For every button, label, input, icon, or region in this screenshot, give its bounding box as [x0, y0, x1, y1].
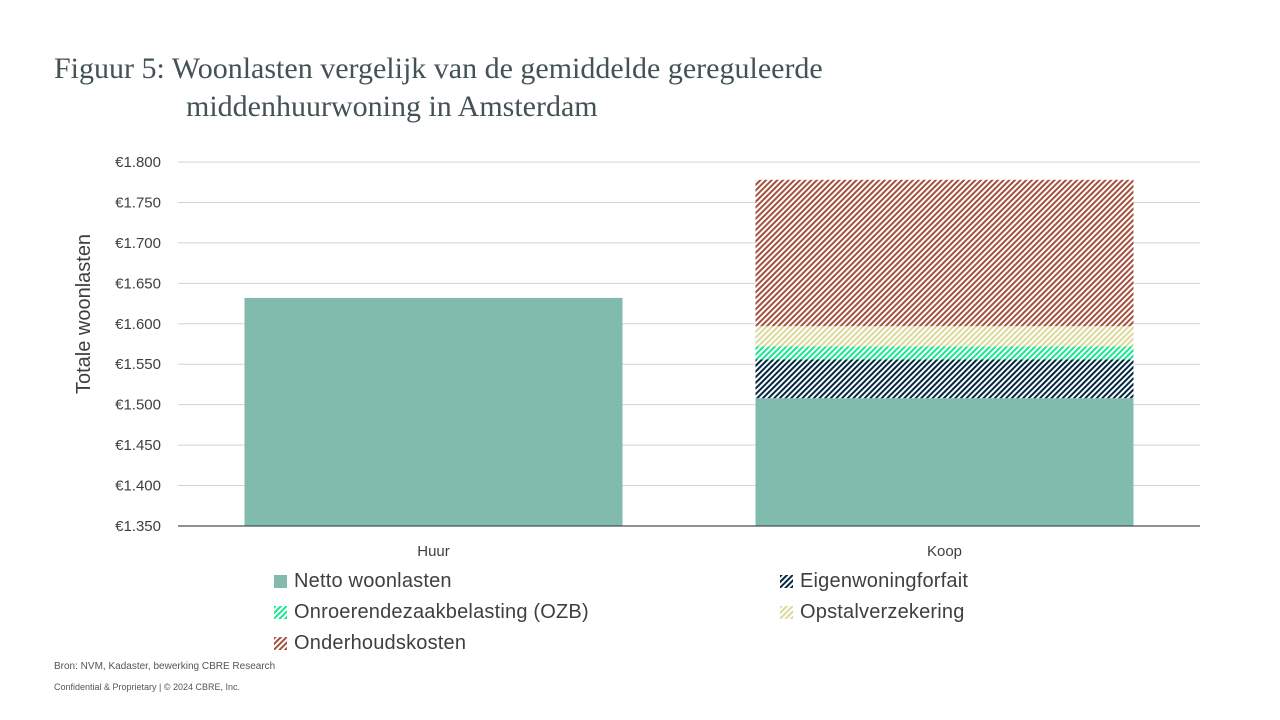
- legend-swatch-ozb: [274, 605, 287, 619]
- y-tick-label: €1.600: [115, 316, 161, 333]
- legend-swatch-opstalverzekering: [780, 605, 793, 619]
- y-tick-label: €1.550: [115, 356, 161, 373]
- chart-title: Figuur 5: Woonlasten vergelijk van de ge…: [54, 50, 823, 126]
- legend-item-netto-woonlasten: Netto woonlasten: [274, 568, 780, 594]
- legend-label: Opstalverzekering: [800, 600, 965, 623]
- chart-title-line1: Figuur 5: Woonlasten vergelijk van de ge…: [54, 52, 823, 85]
- legend-label: Eigenwoningforfait: [800, 569, 969, 592]
- y-tick-label: €1.700: [115, 235, 161, 252]
- y-tick-label: €1.450: [115, 437, 161, 454]
- bar-segment-koop-onroerendezaakbelasting-ozb-: [755, 346, 1134, 360]
- x-tick-label: Huur: [417, 543, 450, 560]
- y-tick-label: €1.400: [115, 478, 161, 495]
- y-tick-label: €1.350: [115, 518, 161, 535]
- chart-legend: Netto woonlasten Eigenwoningforfait Onro…: [274, 568, 1034, 656]
- y-tick-label: €1.750: [115, 194, 161, 211]
- legend-item-eigenwoningforfait: Eigenwoningforfait: [780, 568, 1030, 594]
- y-tick-label: €1.800: [115, 154, 161, 171]
- source-note: Bron: NVM, Kadaster, bewerking CBRE Rese…: [54, 661, 276, 672]
- bar-segment-koop-onderhoudskosten: [755, 179, 1134, 327]
- legend-item-ozb: Onroerendezaakbelasting (OZB): [274, 599, 780, 625]
- legend-label: Onroerendezaakbelasting (OZB): [294, 600, 589, 623]
- legend-label: Netto woonlasten: [294, 569, 452, 592]
- bar-segment-huur-netto-woonlasten: [244, 297, 623, 526]
- bar-segment-koop-opstalverzekering: [755, 326, 1134, 347]
- x-tick-label: Koop: [927, 543, 962, 560]
- y-axis-title: Totale woonlasten: [73, 234, 95, 394]
- chart-title-line2: middenhuurwoning in Amsterdam: [186, 90, 598, 123]
- legend-item-onderhoudskosten: Onderhoudskosten: [274, 630, 780, 656]
- bar-segment-koop-eigenwoningforfait: [755, 359, 1134, 399]
- y-tick-label: €1.500: [115, 397, 161, 414]
- legend-item-opstalverzekering: Opstalverzekering: [780, 599, 1030, 625]
- legend-label: Onderhoudskosten: [294, 631, 467, 654]
- legend-swatch-eigenwoningforfait: [780, 574, 793, 588]
- confidential-note: Confidential & Proprietary | © 2024 CBRE…: [54, 682, 241, 692]
- y-tick-label: €1.650: [115, 275, 161, 292]
- bar-segment-koop-netto-woonlasten: [755, 398, 1134, 526]
- legend-swatch-onderhoudskosten: [274, 636, 287, 650]
- legend-swatch-netto-woonlasten: [274, 574, 287, 588]
